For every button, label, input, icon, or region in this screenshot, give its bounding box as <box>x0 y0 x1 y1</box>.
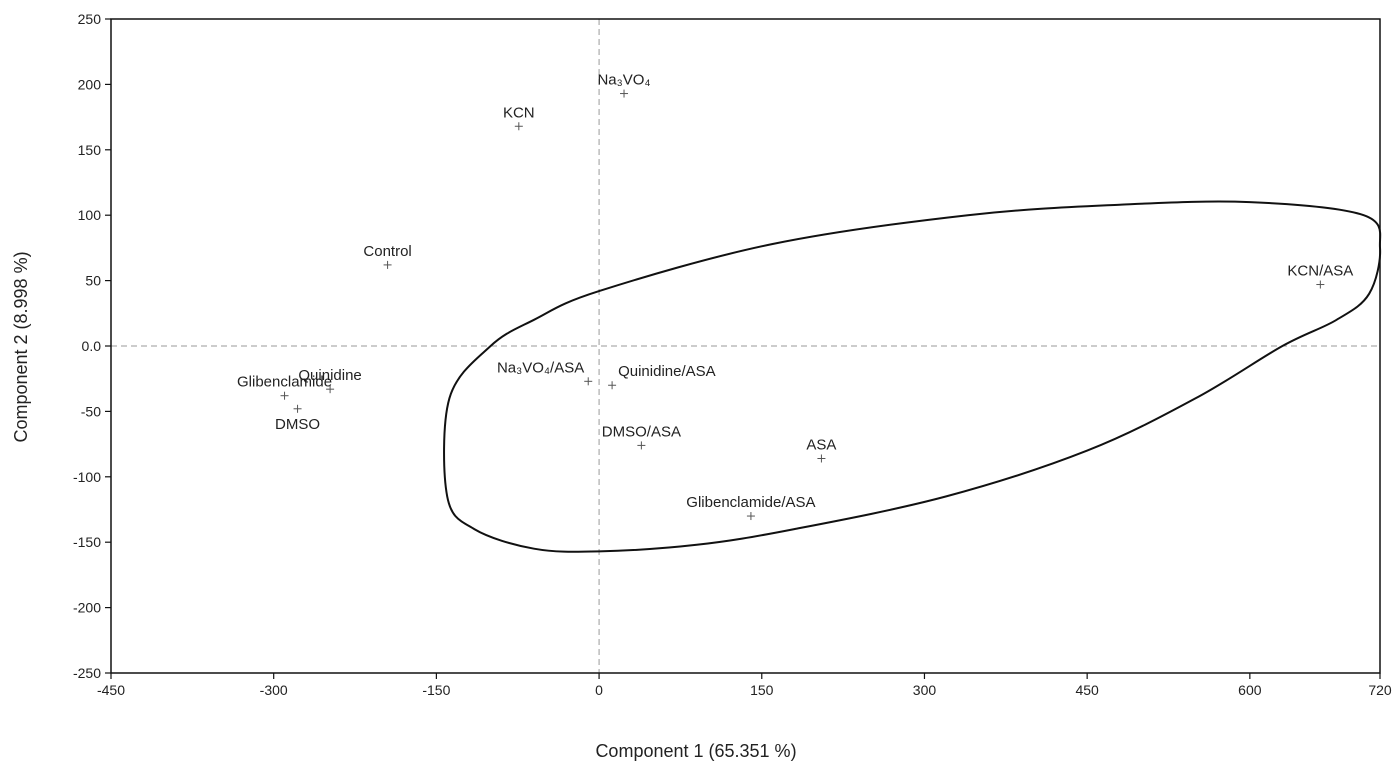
y-tick-label: 50 <box>85 273 101 289</box>
point-label: DMSO <box>275 416 320 433</box>
y-axis-title: Component 2 (8.998 %) <box>11 251 31 442</box>
point-label: Quinidine <box>298 367 361 384</box>
point-label: Control <box>363 243 411 260</box>
y-tick-label: 100 <box>78 207 102 223</box>
point-glibenclamide-asa: Glibenclamide/ASA <box>686 494 816 521</box>
point-label: KCN <box>503 104 535 121</box>
point-label: Na₃VO₄ <box>597 72 650 89</box>
x-axis-title: Component 1 (65.351 %) <box>595 741 796 761</box>
point-dmso-asa: DMSO/ASA <box>602 423 681 450</box>
x-tick-label: 0 <box>595 682 603 698</box>
point-na-vo: Na₃VO₄ <box>597 72 651 98</box>
point-label: DMSO/ASA <box>602 423 681 440</box>
axes-layer: -450 -300 -150 0 150 300 450 600 720 250 200 150 100… <box>73 11 1392 698</box>
x-tick-label: 150 <box>750 682 774 698</box>
point-label: ASA <box>806 436 836 453</box>
y-tick-label: -150 <box>73 534 101 550</box>
x-tick-label: -450 <box>97 682 125 698</box>
point-quinidine-asa: Quinidine/ASA <box>608 363 716 390</box>
y-tick-label: -100 <box>73 469 101 485</box>
point-label: Na₃VO₄/ASA <box>497 359 584 376</box>
y-tick-label: -50 <box>81 403 101 419</box>
y-tick-label: -250 <box>73 665 101 681</box>
point-label: Glibenclamide/ASA <box>686 494 815 511</box>
points-layer: Na₃VO₄KCNControlKCN/ASAGlibenclamideQuin… <box>237 72 1353 521</box>
point-kcn-asa: KCN/ASA <box>1287 263 1353 289</box>
point-label: Glibenclamide <box>237 374 332 391</box>
y-tick-label: 200 <box>78 76 102 92</box>
asa-group-enclosure <box>443 200 1382 553</box>
point-label: KCN/ASA <box>1287 263 1353 280</box>
x-tick-label: 600 <box>1238 682 1262 698</box>
point-dmso: DMSO <box>275 404 320 433</box>
point-label: Quinidine/ASA <box>618 363 716 380</box>
x-tick-label: 450 <box>1075 682 1099 698</box>
grid-layer <box>111 19 1380 673</box>
y-tick-label: 150 <box>78 142 102 158</box>
point-kcn: KCN <box>503 104 535 131</box>
x-tick-label: -300 <box>260 682 288 698</box>
y-tick-label: 250 <box>78 11 102 27</box>
point-na-vo-asa: Na₃VO₄/ASA <box>497 359 593 386</box>
y-tick-label: -200 <box>73 600 101 616</box>
y-tick-label: 0.0 <box>82 338 102 354</box>
point-asa: ASA <box>806 436 836 463</box>
point-quinidine: Quinidine <box>298 367 362 394</box>
x-tick-label: 300 <box>913 682 937 698</box>
point-glibenclamide: Glibenclamide <box>237 374 332 400</box>
point-control: Control <box>363 243 412 269</box>
x-tick-label: 720 <box>1368 682 1392 698</box>
x-tick-label: -150 <box>422 682 450 698</box>
enclosure-layer <box>443 200 1382 553</box>
